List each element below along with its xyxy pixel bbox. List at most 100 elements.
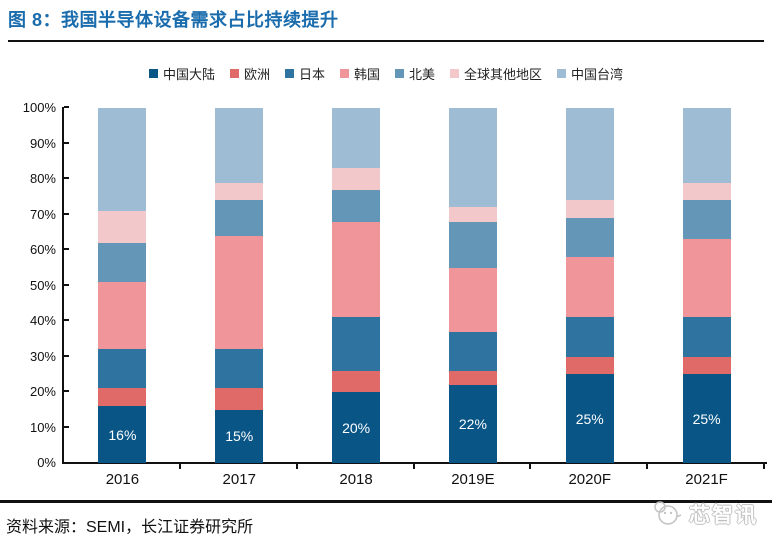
x-axis-label: 2020F [568, 471, 612, 488]
y-axis-tick [64, 106, 69, 108]
source-note: 资料来源：SEMI，长江证券研究所 [6, 519, 254, 536]
x-axis-label: 2017 [222, 471, 256, 488]
bar-segment [332, 168, 381, 190]
y-axis-label: 60% [29, 242, 56, 257]
watermark-text: 芯智讯 [689, 504, 758, 527]
bar-segment [332, 189, 381, 222]
bar-segment [565, 257, 614, 318]
stacked-bar: 22% [448, 108, 497, 463]
bar-segment [332, 108, 381, 169]
source-divider [0, 500, 772, 503]
bar-value-label: 25% [692, 410, 721, 427]
bar-segment [565, 218, 614, 258]
y-axis-tick [64, 212, 69, 215]
y-axis-tick [64, 390, 69, 392]
bar-segment [98, 242, 147, 282]
chart-legend: 中国大陆 欧洲 日本 韩国 北美 全球其他地区 中国台湾 [0, 64, 772, 83]
watermark-logo: 芯智讯 [651, 499, 758, 529]
y-axis-tick [64, 177, 69, 179]
bar-segment [565, 108, 614, 201]
x-axis-tick [529, 464, 532, 469]
x-axis-label: 2018 [339, 471, 373, 488]
bar-segment [682, 239, 731, 318]
bar-segment: 15% [215, 409, 264, 463]
legend-marker [229, 69, 239, 78]
legend-marker [395, 69, 404, 78]
bar-segment [448, 331, 497, 371]
y-axis-label: 70% [29, 206, 56, 222]
title-divider [8, 40, 764, 42]
y-axis-label: 100% [22, 100, 56, 115]
bar-value-label: 15% [225, 428, 254, 445]
bar-segment [98, 210, 147, 243]
bar-value-label: 22% [458, 415, 487, 432]
y-axis-tick [64, 425, 69, 428]
bar-segment: 16% [98, 406, 147, 463]
bar-segment [682, 356, 731, 375]
bar-segment: 20% [332, 392, 381, 463]
y-axis-line [62, 107, 64, 464]
legend-marker [450, 69, 460, 78]
legend-label: 日本 [298, 67, 325, 82]
bar-segment [682, 108, 731, 183]
legend-marker [339, 69, 349, 78]
bar-segment [98, 388, 147, 407]
y-axis-tick [64, 248, 69, 250]
bar-segment [682, 200, 731, 240]
bar-segment: 22% [448, 384, 497, 463]
bar-segment [332, 317, 381, 371]
bar-segment: 25% [565, 374, 614, 463]
legend-label: 中国台湾 [571, 67, 624, 82]
figure-title: 图 8：我国半导体设备需求占比持续提升 [8, 10, 339, 30]
x-axis-tick [412, 464, 415, 469]
legend-label: 中国大陆 [162, 67, 215, 82]
bar-segment [332, 370, 381, 392]
stacked-bar: 15% [215, 108, 264, 463]
y-axis-label: 40% [29, 313, 56, 328]
bar-segment [448, 221, 497, 268]
stacked-bar: 16% [98, 108, 147, 463]
stacked-bar: 25% [565, 108, 614, 463]
x-axis-tick [646, 464, 649, 469]
x-axis-tick [295, 464, 298, 469]
bar-value-label: 25% [575, 410, 604, 427]
y-axis-label: 20% [29, 384, 56, 399]
bar-segment [565, 200, 614, 219]
y-axis-label: 90% [29, 135, 56, 151]
y-axis-tick [64, 319, 69, 321]
bar-segment [215, 349, 264, 389]
bar-value-label: 20% [342, 419, 371, 436]
x-axis-label: 2016 [105, 471, 140, 488]
bar-segment [98, 108, 147, 211]
bar-segment [682, 317, 731, 357]
bar-segment [565, 356, 614, 375]
y-axis-label: 50% [29, 277, 56, 293]
legend-label: 北美 [409, 67, 436, 82]
y-axis-label: 30% [29, 348, 56, 364]
legend-marker [148, 69, 158, 78]
legend-marker [284, 69, 294, 78]
x-axis-tick [178, 464, 181, 469]
bar-segment [215, 108, 264, 183]
bar-segment [565, 317, 614, 357]
bar-segment [682, 182, 731, 201]
bar-segment [448, 207, 497, 222]
y-axis-label: 80% [29, 171, 56, 186]
x-axis-line [62, 462, 767, 464]
legend-item: 北美 [395, 64, 435, 83]
y-axis-tick [64, 354, 69, 357]
bar-segment [215, 388, 264, 410]
stacked-bar: 25% [682, 108, 731, 463]
legend-item: 中国大陆 [148, 64, 215, 83]
chick-logo-icon [654, 501, 682, 525]
legend-item: 韩国 [339, 64, 380, 83]
legend-label: 全球其他地区 [464, 67, 543, 82]
y-axis-tick [64, 141, 69, 144]
x-axis-label: 2021F [685, 471, 728, 488]
legend-label: 欧洲 [243, 67, 270, 82]
bar-segment [98, 349, 147, 389]
bar-segment [332, 221, 381, 318]
bar-segment [215, 182, 264, 201]
bar-segment [448, 108, 497, 208]
